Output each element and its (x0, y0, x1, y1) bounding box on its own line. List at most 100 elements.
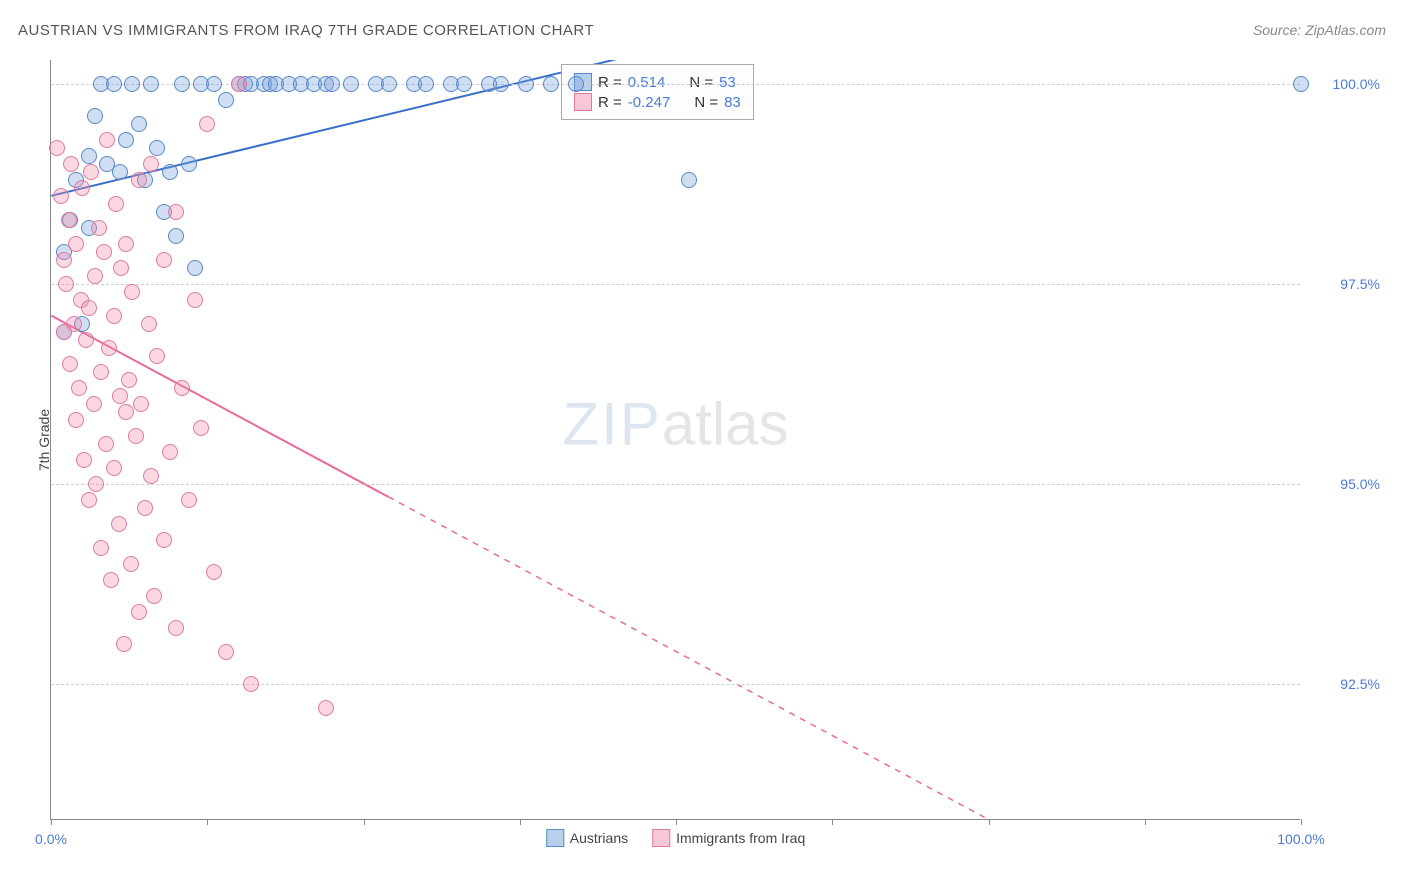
x-tick (51, 819, 52, 825)
data-point (187, 260, 203, 276)
x-tick (676, 819, 677, 825)
data-point (193, 420, 209, 436)
legend-swatch (652, 829, 670, 847)
data-point (143, 468, 159, 484)
data-point (343, 76, 359, 92)
data-point (76, 452, 92, 468)
plot-area: 7th Grade ZIPatlas R =0.514N =53R =-0.24… (50, 60, 1300, 820)
legend-item: Immigrants from Iraq (652, 829, 805, 847)
legend-swatch (546, 829, 564, 847)
data-point (218, 644, 234, 660)
legend-swatch (574, 93, 592, 111)
source-attribution: Source: ZipAtlas.com (1253, 22, 1386, 38)
data-point (206, 564, 222, 580)
data-point (108, 196, 124, 212)
x-tick (1145, 819, 1146, 825)
data-point (131, 116, 147, 132)
data-point (87, 108, 103, 124)
data-point (58, 276, 74, 292)
data-point (149, 348, 165, 364)
data-point (131, 172, 147, 188)
gridline-h (51, 484, 1300, 485)
r-value: 0.514 (628, 74, 666, 91)
data-point (61, 212, 77, 228)
y-tick-label: 95.0% (1310, 476, 1380, 492)
data-point (106, 308, 122, 324)
data-point (137, 500, 153, 516)
y-tick-label: 100.0% (1310, 76, 1380, 92)
data-point (174, 76, 190, 92)
data-point (93, 540, 109, 556)
data-point (123, 556, 139, 572)
data-point (231, 76, 247, 92)
data-point (568, 76, 584, 92)
data-point (218, 92, 234, 108)
x-tick (364, 819, 365, 825)
x-tick (832, 819, 833, 825)
watermark-atlas: atlas (662, 391, 789, 458)
data-point (243, 676, 259, 692)
data-point (181, 156, 197, 172)
r-label: R = (598, 74, 622, 91)
data-point (156, 532, 172, 548)
data-point (324, 76, 340, 92)
data-point (146, 588, 162, 604)
data-point (187, 292, 203, 308)
x-tick-label: 100.0% (1277, 831, 1324, 847)
data-point (56, 252, 72, 268)
r-value: -0.247 (628, 94, 671, 111)
data-point (116, 636, 132, 652)
data-point (112, 164, 128, 180)
data-point (63, 156, 79, 172)
data-point (98, 436, 114, 452)
x-tick (989, 819, 990, 825)
data-point (318, 700, 334, 716)
x-tick-label: 0.0% (35, 831, 67, 847)
data-point (1293, 76, 1309, 92)
data-point (49, 140, 65, 156)
x-tick (1301, 819, 1302, 825)
data-point (121, 372, 137, 388)
data-point (133, 396, 149, 412)
data-point (62, 356, 78, 372)
data-point (53, 188, 69, 204)
data-point (141, 316, 157, 332)
data-point (181, 492, 197, 508)
y-axis-label: 7th Grade (36, 408, 52, 470)
data-point (93, 364, 109, 380)
data-point (124, 76, 140, 92)
data-point (88, 476, 104, 492)
gridline-h (51, 284, 1300, 285)
data-point (143, 156, 159, 172)
data-point (681, 172, 697, 188)
data-point (78, 332, 94, 348)
data-point (199, 116, 215, 132)
data-point (518, 76, 534, 92)
data-point (156, 252, 172, 268)
data-point (96, 244, 112, 260)
data-point (106, 460, 122, 476)
data-point (456, 76, 472, 92)
data-point (81, 300, 97, 316)
data-point (112, 388, 128, 404)
data-point (543, 76, 559, 92)
data-point (74, 180, 90, 196)
n-value: 53 (719, 74, 736, 91)
data-point (168, 228, 184, 244)
legend-row: R =0.514N =53 (574, 73, 741, 91)
gridline-h (51, 684, 1300, 685)
data-point (118, 132, 134, 148)
data-point (118, 404, 134, 420)
data-point (87, 268, 103, 284)
data-point (68, 236, 84, 252)
legend-label: Immigrants from Iraq (676, 830, 805, 846)
r-label: R = (598, 94, 622, 111)
series-legend: AustriansImmigrants from Iraq (546, 829, 806, 847)
data-point (381, 76, 397, 92)
data-point (128, 428, 144, 444)
data-point (118, 236, 134, 252)
source-label: Source: (1253, 22, 1301, 38)
data-point (143, 76, 159, 92)
data-point (418, 76, 434, 92)
source-value: ZipAtlas.com (1305, 22, 1386, 38)
